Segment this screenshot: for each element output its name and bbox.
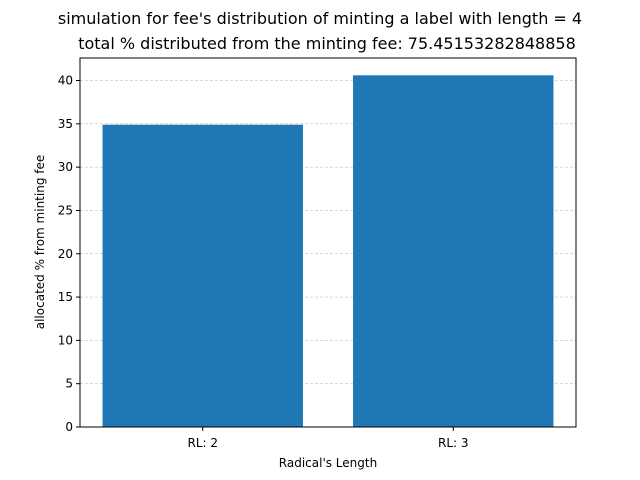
y-tick-label: 15 bbox=[58, 290, 73, 304]
x-tick-label: RL: 2 bbox=[187, 436, 218, 450]
y-tick-label: 5 bbox=[65, 377, 73, 391]
plot-frame bbox=[79, 57, 577, 428]
bars bbox=[102, 75, 554, 428]
y-axis-label: allocated % from minting fee bbox=[33, 155, 47, 330]
bar-1 bbox=[102, 124, 303, 428]
x-tick-label: RL: 3 bbox=[438, 436, 469, 450]
y-tick-label: 40 bbox=[58, 74, 73, 88]
chart-subtitle: total % distributed from the minting fee… bbox=[78, 34, 576, 53]
x-axis-label: Radical's Length bbox=[279, 456, 377, 470]
y-tick-label: 30 bbox=[58, 160, 73, 174]
bar-2 bbox=[353, 75, 554, 427]
y-tick-label: 25 bbox=[58, 203, 73, 217]
y-tick-label: 10 bbox=[58, 333, 73, 347]
y-tick-label: 20 bbox=[58, 247, 73, 261]
y-tick-label: 0 bbox=[65, 420, 73, 434]
y-axis-ticks: 0 5 10 15 20 25 30 35 40 bbox=[58, 74, 80, 434]
x-axis-ticks: RL: 2 RL: 3 bbox=[187, 427, 469, 450]
y-tick-label: 35 bbox=[58, 117, 73, 131]
chart-title: simulation for fee's distribution of min… bbox=[58, 9, 582, 28]
